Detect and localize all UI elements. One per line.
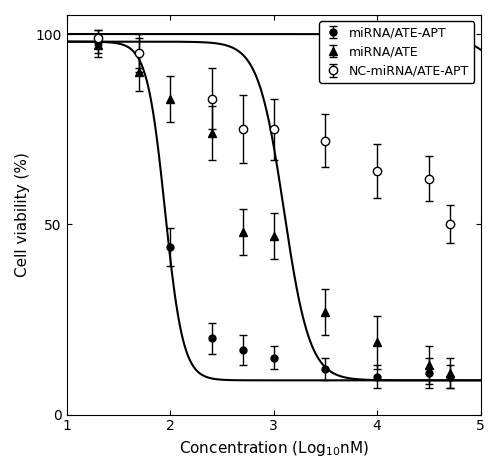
X-axis label: Concentration (Log$_{10}$nM): Concentration (Log$_{10}$nM) xyxy=(179,439,368,458)
Y-axis label: Cell viability (%): Cell viability (%) xyxy=(15,152,30,277)
Legend: miRNA/ATE-APT, miRNA/ATE, NC-miRNA/ATE-APT: miRNA/ATE-APT, miRNA/ATE, NC-miRNA/ATE-A… xyxy=(319,21,474,83)
